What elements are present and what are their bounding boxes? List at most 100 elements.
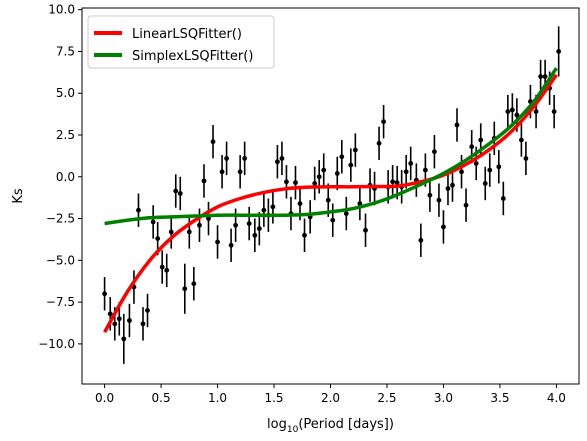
data-point — [155, 236, 161, 242]
data-point — [348, 162, 354, 168]
y-tick-label: 0.0 — [56, 170, 75, 184]
data-point — [293, 180, 298, 186]
data-point — [487, 167, 493, 173]
data-point — [376, 140, 382, 146]
data-point — [177, 191, 183, 196]
data-point — [197, 222, 202, 228]
data-point — [445, 186, 451, 191]
x-tick-label: 0.0 — [95, 391, 114, 405]
legend-label-simplex: SimplexLSQFitter() — [132, 49, 253, 64]
data-point — [246, 221, 252, 226]
y-axis-label: Ks — [11, 188, 26, 204]
data-point — [121, 336, 127, 342]
data-point — [478, 137, 484, 143]
x-tick-label: 4.0 — [547, 391, 566, 405]
data-point — [252, 232, 258, 238]
y-tick-label: 10.0 — [48, 3, 75, 17]
data-point — [224, 156, 229, 161]
data-point — [206, 216, 211, 221]
data-point — [533, 109, 539, 115]
y-tick-label: 2.5 — [56, 128, 75, 142]
data-point — [381, 119, 386, 125]
x-axis-label: log10(Period [days]) — [267, 417, 394, 435]
data-point — [330, 217, 336, 223]
data-point — [339, 154, 345, 160]
data-point — [210, 139, 216, 145]
y-tick-label: 5.0 — [56, 86, 75, 100]
legend-label-linear: LinearLSQFitter() — [132, 27, 242, 42]
data-point — [219, 169, 225, 175]
data-point — [182, 286, 188, 292]
y-tick-label: −5.0 — [46, 253, 75, 267]
data-point — [127, 318, 132, 323]
data-point — [297, 201, 303, 206]
data-point — [168, 229, 174, 235]
x-tick-label: 2.5 — [377, 391, 396, 405]
data-point — [418, 237, 424, 243]
y-tick-label: −7.5 — [46, 295, 75, 309]
data-point — [390, 179, 396, 185]
data-point — [427, 192, 433, 198]
data-point — [496, 164, 502, 170]
data-point — [482, 181, 488, 186]
x-tick-label: 1.0 — [208, 391, 227, 405]
data-point — [275, 159, 280, 165]
x-tick-label: 3.0 — [434, 391, 453, 405]
x-tick-label: 1.5 — [264, 391, 283, 405]
linear-fit-line — [103, 73, 558, 334]
x-axis-label-subscript: 10 — [287, 425, 299, 435]
data-point — [191, 281, 197, 287]
data-point — [233, 222, 239, 228]
x-axis-ticks: 0.0 0.5 1.0 1.5 2.0 2.5 3.0 3.5 4.0 — [95, 384, 566, 405]
data-point — [518, 137, 524, 143]
data-point — [343, 211, 349, 216]
data-point — [201, 178, 207, 184]
x-tick-label: 3.5 — [490, 391, 509, 405]
data-point — [215, 239, 220, 245]
data-point — [432, 149, 437, 155]
data-point — [357, 201, 363, 206]
data-point — [237, 169, 243, 175]
y-tick-label: −2.5 — [46, 212, 75, 226]
data-point — [514, 112, 520, 118]
data-point — [469, 144, 475, 150]
x-tick-label: 0.5 — [152, 391, 171, 405]
data-point — [325, 197, 331, 203]
data-point — [159, 264, 165, 270]
data-point — [450, 182, 455, 188]
data-point — [394, 180, 400, 186]
fit-curves — [103, 67, 558, 334]
legend-frame — [87, 15, 275, 69]
data-point — [505, 109, 511, 115]
data-point — [302, 232, 307, 238]
data-point — [459, 169, 464, 175]
data-point — [523, 156, 529, 161]
data-point — [145, 308, 150, 313]
legend: LinearLSQFitter() SimplexLSQFitter() — [87, 15, 275, 69]
data-point — [334, 171, 340, 176]
data-points — [102, 49, 562, 342]
x-tick-label: 2.0 — [321, 391, 340, 405]
data-point — [463, 202, 469, 208]
data-point — [279, 156, 285, 161]
data-point — [242, 156, 248, 161]
data-point — [500, 196, 506, 201]
data-point — [321, 167, 327, 173]
data-point — [136, 207, 141, 213]
data-point — [556, 49, 562, 54]
data-point — [509, 107, 515, 113]
data-point — [316, 174, 322, 180]
data-point — [164, 267, 170, 273]
data-point — [312, 181, 318, 186]
data-point — [173, 188, 179, 194]
data-point — [363, 227, 368, 233]
data-point — [422, 167, 428, 173]
data-point — [112, 321, 118, 327]
data-point — [542, 74, 548, 79]
data-point — [538, 74, 543, 79]
data-point — [186, 229, 192, 235]
data-point — [228, 242, 234, 248]
x-axis-label-main: log — [267, 417, 287, 432]
